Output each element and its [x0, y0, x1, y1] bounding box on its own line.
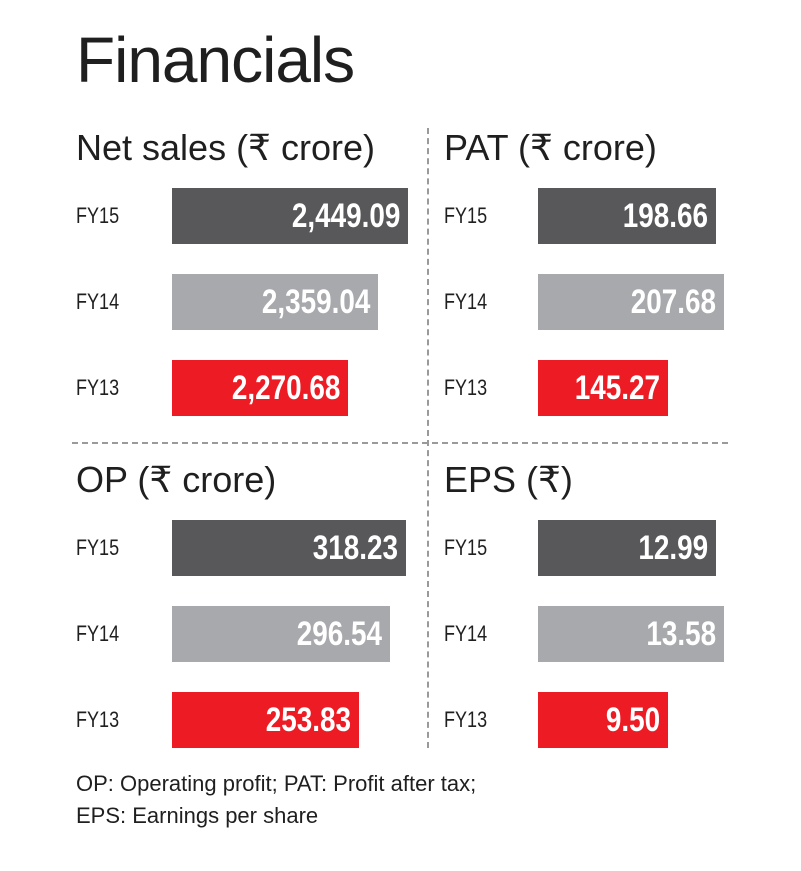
bar: 12.99 [538, 520, 716, 576]
horizontal-divider [72, 442, 728, 444]
category-label: FY14 [76, 289, 120, 314]
bar: 318.23 [172, 520, 406, 576]
bar: 2,270.68 [172, 360, 348, 416]
bar: 13.58 [538, 606, 724, 662]
bar: 2,449.09 [172, 188, 408, 244]
data-label: 296.54 [296, 615, 382, 653]
bar: 145.27 [538, 360, 668, 416]
data-label: 253.83 [265, 701, 351, 739]
data-label: 2,359.04 [261, 283, 370, 321]
data-label: 198.66 [622, 197, 708, 235]
data-label: 13.58 [646, 615, 716, 653]
pat-chart: PAT (₹ crore) FY15 198.66 FY14 207.68 FY13 14… [444, 126, 744, 426]
eps-chart: EPS (₹) FY15 12.99 FY14 13.58 FY13 9.50 [444, 458, 744, 758]
data-label: 145.27 [574, 369, 660, 407]
bar: 2,359.04 [172, 274, 378, 330]
category-label: FY15 [444, 535, 488, 560]
vertical-divider [427, 128, 429, 748]
footnote-line: EPS: Earnings per share [76, 803, 319, 828]
bar: 253.83 [172, 692, 359, 748]
bar: 207.68 [538, 274, 724, 330]
category-label: FY14 [444, 621, 488, 646]
data-label: 318.23 [312, 529, 398, 567]
chart-title: Net sales (₹ crore) [76, 127, 375, 168]
bar: 9.50 [538, 692, 668, 748]
data-label: 9.50 [605, 701, 660, 739]
category-label: FY13 [444, 375, 488, 400]
footnote-line: OP: Operating profit; PAT: Profit after … [76, 771, 477, 796]
category-label: FY15 [444, 203, 488, 228]
category-label: FY13 [76, 375, 120, 400]
net-sales-chart: Net sales (₹ crore) FY15 2,449.09 FY14 2,35… [76, 126, 416, 426]
bar: 198.66 [538, 188, 716, 244]
category-label: FY13 [444, 707, 488, 732]
category-label: FY13 [76, 707, 120, 732]
category-label: FY15 [76, 203, 120, 228]
category-label: FY14 [444, 289, 488, 314]
footnote: OP: Operating profit; PAT: Profit after … [76, 768, 476, 832]
category-label: FY14 [76, 621, 120, 646]
data-label: 12.99 [638, 529, 708, 567]
op-chart: OP (₹ crore) FY15 318.23 FY14 296.54 FY13 253… [76, 458, 416, 758]
page-title: Financials [76, 24, 355, 96]
chart-title: PAT (₹ crore) [444, 127, 657, 168]
data-label: 2,270.68 [231, 369, 340, 407]
chart-title: OP (₹ crore) [76, 459, 277, 500]
chart-title: EPS (₹) [444, 459, 573, 500]
category-label: FY15 [76, 535, 120, 560]
bar: 296.54 [172, 606, 390, 662]
data-label: 2,449.09 [291, 197, 400, 235]
data-label: 207.68 [630, 283, 716, 321]
